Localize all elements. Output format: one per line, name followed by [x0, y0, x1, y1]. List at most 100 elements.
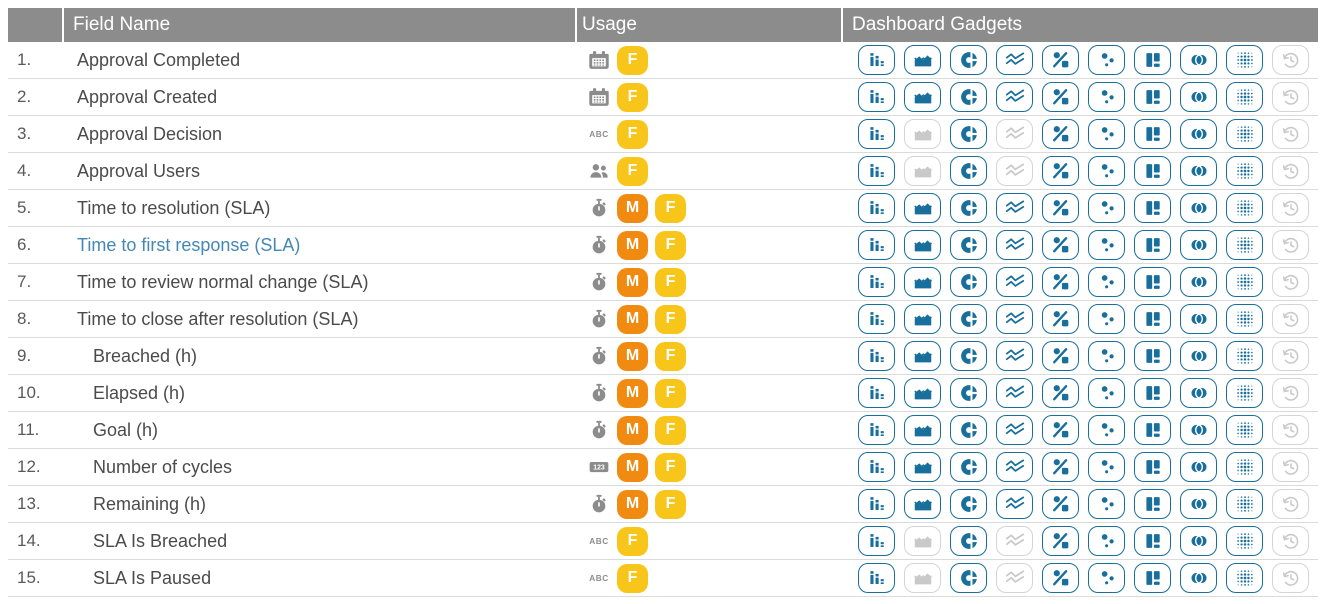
- gadget-dot-grid-icon[interactable]: [1226, 563, 1263, 593]
- gadget-bar-chart-icon[interactable]: [858, 304, 895, 334]
- gadget-dot-grid-icon[interactable]: [1226, 304, 1263, 334]
- gadget-pie-chart-icon[interactable]: [950, 267, 987, 297]
- gadget-overlap-circles-icon[interactable]: [1180, 156, 1217, 186]
- gadget-percent-ratio-icon[interactable]: [1042, 304, 1079, 334]
- gadget-bar-chart-icon[interactable]: [858, 489, 895, 519]
- gadget-blocks-icon[interactable]: [1134, 526, 1171, 556]
- gadget-scatter-icon[interactable]: [1088, 563, 1125, 593]
- gadget-area-chart-icon[interactable]: [904, 193, 941, 223]
- gadget-percent-ratio-icon[interactable]: [1042, 489, 1079, 519]
- gadget-percent-ratio-icon[interactable]: [1042, 526, 1079, 556]
- gadget-overlap-circles-icon[interactable]: [1180, 489, 1217, 519]
- gadget-line-chart-icon[interactable]: [996, 415, 1033, 445]
- gadget-overlap-circles-icon[interactable]: [1180, 526, 1217, 556]
- gadget-scatter-icon[interactable]: [1088, 156, 1125, 186]
- gadget-overlap-circles-icon[interactable]: [1180, 415, 1217, 445]
- gadget-scatter-icon[interactable]: [1088, 267, 1125, 297]
- gadget-line-chart-icon[interactable]: [996, 489, 1033, 519]
- gadget-overlap-circles-icon[interactable]: [1180, 452, 1217, 482]
- gadget-bar-chart-icon[interactable]: [858, 267, 895, 297]
- gadget-area-chart-icon[interactable]: [904, 267, 941, 297]
- gadget-blocks-icon[interactable]: [1134, 230, 1171, 260]
- gadget-percent-ratio-icon[interactable]: [1042, 230, 1079, 260]
- gadget-area-chart-icon[interactable]: [904, 415, 941, 445]
- gadget-percent-ratio-icon[interactable]: [1042, 563, 1079, 593]
- gadget-scatter-icon[interactable]: [1088, 452, 1125, 482]
- gadget-line-chart-icon[interactable]: [996, 230, 1033, 260]
- gadget-bar-chart-icon[interactable]: [858, 415, 895, 445]
- gadget-line-chart-icon[interactable]: [996, 267, 1033, 297]
- gadget-dot-grid-icon[interactable]: [1226, 119, 1263, 149]
- gadget-dot-grid-icon[interactable]: [1226, 45, 1263, 75]
- gadget-pie-chart-icon[interactable]: [950, 489, 987, 519]
- gadget-pie-chart-icon[interactable]: [950, 526, 987, 556]
- gadget-area-chart-icon[interactable]: [904, 82, 941, 112]
- gadget-overlap-circles-icon[interactable]: [1180, 304, 1217, 334]
- gadget-pie-chart-icon[interactable]: [950, 45, 987, 75]
- gadget-scatter-icon[interactable]: [1088, 304, 1125, 334]
- gadget-pie-chart-icon[interactable]: [950, 304, 987, 334]
- gadget-bar-chart-icon[interactable]: [858, 119, 895, 149]
- gadget-percent-ratio-icon[interactable]: [1042, 45, 1079, 75]
- gadget-pie-chart-icon[interactable]: [950, 156, 987, 186]
- gadget-percent-ratio-icon[interactable]: [1042, 156, 1079, 186]
- gadget-scatter-icon[interactable]: [1088, 230, 1125, 260]
- gadget-bar-chart-icon[interactable]: [858, 452, 895, 482]
- gadget-bar-chart-icon[interactable]: [858, 230, 895, 260]
- gadget-blocks-icon[interactable]: [1134, 341, 1171, 371]
- gadget-bar-chart-icon[interactable]: [858, 563, 895, 593]
- gadget-bar-chart-icon[interactable]: [858, 193, 895, 223]
- gadget-area-chart-icon[interactable]: [904, 304, 941, 334]
- gadget-overlap-circles-icon[interactable]: [1180, 267, 1217, 297]
- gadget-overlap-circles-icon[interactable]: [1180, 378, 1217, 408]
- gadget-overlap-circles-icon[interactable]: [1180, 230, 1217, 260]
- gadget-area-chart-icon[interactable]: [904, 378, 941, 408]
- gadget-area-chart-icon[interactable]: [904, 341, 941, 371]
- gadget-pie-chart-icon[interactable]: [950, 82, 987, 112]
- gadget-bar-chart-icon[interactable]: [858, 45, 895, 75]
- gadget-line-chart-icon[interactable]: [996, 378, 1033, 408]
- gadget-dot-grid-icon[interactable]: [1226, 489, 1263, 519]
- gadget-pie-chart-icon[interactable]: [950, 452, 987, 482]
- gadget-area-chart-icon[interactable]: [904, 452, 941, 482]
- gadget-dot-grid-icon[interactable]: [1226, 267, 1263, 297]
- gadget-dot-grid-icon[interactable]: [1226, 415, 1263, 445]
- gadget-line-chart-icon[interactable]: [996, 82, 1033, 112]
- gadget-overlap-circles-icon[interactable]: [1180, 563, 1217, 593]
- gadget-overlap-circles-icon[interactable]: [1180, 82, 1217, 112]
- gadget-scatter-icon[interactable]: [1088, 415, 1125, 445]
- gadget-dot-grid-icon[interactable]: [1226, 156, 1263, 186]
- gadget-scatter-icon[interactable]: [1088, 341, 1125, 371]
- gadget-bar-chart-icon[interactable]: [858, 156, 895, 186]
- gadget-blocks-icon[interactable]: [1134, 378, 1171, 408]
- gadget-blocks-icon[interactable]: [1134, 156, 1171, 186]
- gadget-scatter-icon[interactable]: [1088, 119, 1125, 149]
- gadget-blocks-icon[interactable]: [1134, 452, 1171, 482]
- gadget-pie-chart-icon[interactable]: [950, 193, 987, 223]
- gadget-scatter-icon[interactable]: [1088, 45, 1125, 75]
- gadget-scatter-icon[interactable]: [1088, 489, 1125, 519]
- gadget-line-chart-icon[interactable]: [996, 45, 1033, 75]
- gadget-line-chart-icon[interactable]: [996, 452, 1033, 482]
- gadget-scatter-icon[interactable]: [1088, 526, 1125, 556]
- gadget-pie-chart-icon[interactable]: [950, 341, 987, 371]
- gadget-overlap-circles-icon[interactable]: [1180, 119, 1217, 149]
- gadget-bar-chart-icon[interactable]: [858, 82, 895, 112]
- gadget-dot-grid-icon[interactable]: [1226, 230, 1263, 260]
- gadget-bar-chart-icon[interactable]: [858, 341, 895, 371]
- gadget-percent-ratio-icon[interactable]: [1042, 267, 1079, 297]
- gadget-dot-grid-icon[interactable]: [1226, 378, 1263, 408]
- gadget-bar-chart-icon[interactable]: [858, 378, 895, 408]
- gadget-dot-grid-icon[interactable]: [1226, 193, 1263, 223]
- gadget-pie-chart-icon[interactable]: [950, 230, 987, 260]
- gadget-blocks-icon[interactable]: [1134, 415, 1171, 445]
- gadget-blocks-icon[interactable]: [1134, 304, 1171, 334]
- gadget-area-chart-icon[interactable]: [904, 45, 941, 75]
- field-name[interactable]: Time to first response (SLA): [77, 234, 301, 255]
- gadget-dot-grid-icon[interactable]: [1226, 526, 1263, 556]
- gadget-area-chart-icon[interactable]: [904, 230, 941, 260]
- gadget-percent-ratio-icon[interactable]: [1042, 378, 1079, 408]
- gadget-percent-ratio-icon[interactable]: [1042, 193, 1079, 223]
- gadget-dot-grid-icon[interactable]: [1226, 341, 1263, 371]
- gadget-scatter-icon[interactable]: [1088, 378, 1125, 408]
